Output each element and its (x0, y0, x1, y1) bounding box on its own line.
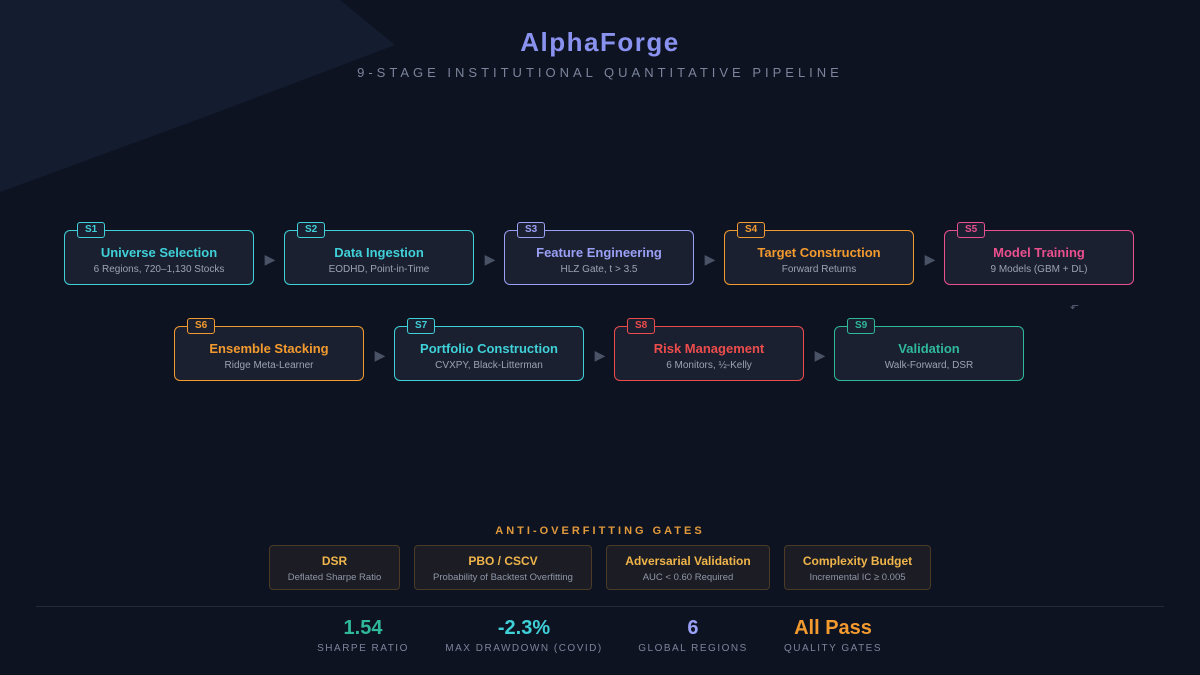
stat-sharpe-ratio: 1.54 SHARPE RATIO (317, 617, 409, 654)
stage-name: Data Ingestion (334, 245, 424, 260)
page-title: AlphaForge (520, 27, 680, 57)
stage-description: Walk-Forward, DSR (884, 360, 974, 371)
stage-portfolio-construction[interactable]: S7 Portfolio Construction CVXPY, Black-L… (394, 318, 584, 381)
stage-name: Model Training (993, 245, 1085, 260)
stage-badge: S4 (737, 222, 766, 238)
gate-complexity-budget: Complexity Budget Incremental IC ≥ 0.005 (784, 545, 931, 590)
stat-label: QUALITY GATES (783, 643, 883, 654)
gates-title: ANTI-OVERFITTING GATES (495, 525, 705, 537)
stage-validation[interactable]: S9 Validation Walk-Forward, DSR (834, 318, 1024, 381)
stage-description: 6 Monitors, ½-Kelly (666, 360, 752, 371)
gate-dsr: DSR Deflated Sharpe Ratio (269, 545, 400, 590)
stage-badge: S6 (187, 318, 216, 334)
stage-ensemble-stacking[interactable]: S6 Ensemble Stacking Ridge Meta-Learner (174, 318, 364, 381)
stage-name: Target Construction (757, 245, 881, 260)
gate-name: PBO / CSCV (468, 554, 538, 568)
stage-description: HLZ Gate, t > 3.5 (560, 264, 638, 275)
stage-badge: S9 (847, 318, 876, 334)
flow-arrow-icon: ▶ (484, 251, 496, 267)
flow-arrow-icon: ▶ (594, 347, 606, 363)
stat-label: MAX DRAWDOWN (COVID) (445, 643, 603, 654)
stage-name: Feature Engineering (536, 245, 662, 260)
flow-arrow-icon: ▶ (704, 251, 716, 267)
stage-universe-selection[interactable]: S1 Universe Selection 6 Regions, 720–1,1… (64, 222, 254, 285)
stage-description: EODHD, Point-in-Time (328, 264, 430, 275)
gate-description: Probability of Backtest Overfitting (433, 572, 573, 583)
stage-badge: S8 (627, 318, 656, 334)
stat-global-regions: 6 GLOBAL REGIONS (638, 617, 748, 654)
stage-description: CVXPY, Black-Litterman (435, 360, 543, 371)
stage-name: Ensemble Stacking (209, 341, 329, 356)
gate-description: Deflated Sharpe Ratio (287, 572, 382, 583)
stage-feature-engineering[interactable]: S3 Feature Engineering HLZ Gate, t > 3.5 (504, 222, 694, 285)
stage-badge: S7 (407, 318, 436, 334)
stage-badge: S5 (957, 222, 986, 238)
flow-arrow-icon: ▶ (924, 251, 936, 267)
stage-description: 6 Regions, 720–1,130 Stocks (93, 264, 225, 275)
gate-name: Complexity Budget (802, 554, 913, 568)
stage-model-training[interactable]: S5 Model Training 9 Models (GBM + DL) (944, 222, 1134, 285)
stat-value: -2.3% (497, 617, 551, 639)
divider (36, 606, 1164, 607)
page-subtitle: 9-STAGE INSTITUTIONAL QUANTITATIVE PIPEL… (357, 65, 843, 80)
gate-description: AUC < 0.60 Required (642, 572, 734, 583)
stage-description: Forward Returns (781, 264, 857, 275)
stat-label: GLOBAL REGIONS (638, 643, 748, 654)
stage-description: 9 Models (GBM + DL) (990, 264, 1088, 275)
header: AlphaForge 9-STAGE INSTITUTIONAL QUANTIT… (0, 27, 1200, 80)
stat-value: 6 (687, 617, 699, 639)
flow-arrow-icon: ▶ (374, 347, 386, 363)
flow-arrow-icon: ▶ (814, 347, 826, 363)
stage-target-construction[interactable]: S4 Target Construction Forward Returns (724, 222, 914, 285)
flow-arrow-icon: ▶ (264, 251, 276, 267)
gate-adversarial-validation: Adversarial Validation AUC < 0.60 Requir… (606, 545, 770, 590)
gate-description: Incremental IC ≥ 0.005 (809, 572, 906, 583)
gate-name: DSR (321, 554, 348, 568)
gate-pbo-cscv: PBO / CSCV Probability of Backtest Overf… (414, 545, 592, 590)
stage-description: Ridge Meta-Learner (224, 360, 314, 371)
stage-name: Universe Selection (100, 245, 218, 260)
stage-badge: S3 (517, 222, 546, 238)
stat-max-drawdown: -2.3% MAX DRAWDOWN (COVID) (445, 617, 602, 654)
stage-name: Portfolio Construction (420, 341, 558, 356)
gate-name: Adversarial Validation (625, 554, 751, 568)
stat-value: 1.54 (343, 617, 383, 639)
stat-value: All Pass (794, 617, 872, 639)
stage-badge: S2 (297, 222, 326, 238)
stat-label: SHARPE RATIO (317, 643, 409, 654)
stage-badge: S1 (77, 222, 106, 238)
stage-name: Risk Management (653, 341, 765, 356)
stage-risk-management[interactable]: S8 Risk Management 6 Monitors, ½-Kelly (614, 318, 804, 381)
return-arrow-icon: ⬐ (1070, 300, 1080, 312)
stat-quality-gates: All Pass QUALITY GATES (784, 617, 882, 654)
stage-name: Validation (898, 341, 960, 356)
stage-data-ingestion[interactable]: S2 Data Ingestion EODHD, Point-in-Time (284, 222, 474, 285)
